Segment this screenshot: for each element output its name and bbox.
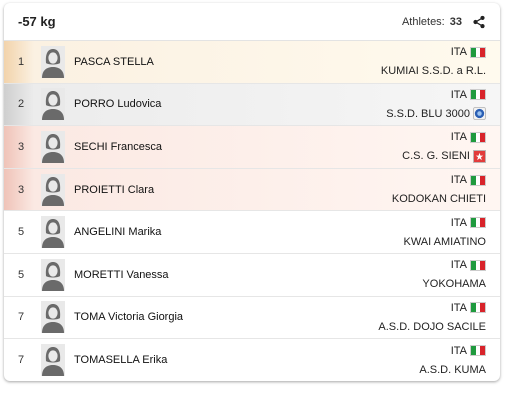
athlete-club: C.S. G. SIENI [402, 148, 486, 164]
athlete-avatar-icon [41, 45, 65, 78]
athlete-row[interactable]: 5 MORETTI Vanessa ITA YOKOHAMA [4, 254, 500, 297]
athletes-list: 1 PASCA STELLA ITA KUMIAI S.S.D. a R.L. … [4, 41, 500, 381]
athlete-avatar-icon [41, 344, 65, 377]
athlete-row[interactable]: 3 SECHI Francesca ITA C.S. G. SIENI [4, 126, 500, 169]
athlete-nation: ITA [451, 343, 486, 359]
athlete-nation: ITA [451, 87, 486, 103]
club-logo-red-icon [473, 149, 486, 163]
athlete-rank: 3 [17, 183, 25, 196]
athlete-club: A.S.D. KUMA [419, 362, 486, 378]
club-name: S.S.D. BLU 3000 [386, 107, 470, 120]
athlete-rank: 1 [17, 55, 25, 68]
athlete-name[interactable]: PORRO Ludovica [74, 98, 162, 111]
athlete-avatar-icon [41, 301, 65, 334]
athlete-club: KODOKAN CHIETI [392, 191, 486, 207]
athlete-affiliation: ITA A.S.D. KUMA [419, 339, 486, 381]
athlete-club: YOKOHAMA [422, 276, 486, 292]
results-card: -57 kg Athletes: 33 1 PASCA STELLA ITA [4, 3, 500, 381]
athlete-name[interactable]: PASCA STELLA [74, 55, 154, 68]
athlete-row[interactable]: 7 TOMA Victoria Giorgia ITA A.S.D. DOJO … [4, 297, 500, 340]
athlete-avatar-icon [41, 88, 65, 121]
share-icon[interactable] [472, 15, 486, 29]
athlete-nation: ITA [451, 172, 486, 188]
athlete-affiliation: ITA KWAI AMIATINO [403, 211, 486, 253]
italy-flag-icon [470, 174, 486, 186]
athlete-club: KWAI AMIATINO [403, 234, 486, 250]
nation-code: ITA [450, 301, 467, 314]
club-name: C.S. G. SIENI [402, 150, 470, 163]
italy-flag-icon [470, 259, 486, 271]
italy-flag-icon [470, 46, 486, 58]
athlete-name[interactable]: MORETTI Vanessa [74, 268, 169, 281]
athletes-label: Athletes: [401, 15, 445, 28]
nation-code: ITA [450, 131, 467, 144]
athlete-affiliation: ITA KODOKAN CHIETI [392, 169, 486, 211]
club-name: YOKOHAMA [422, 278, 486, 291]
athlete-name[interactable]: ANGELINI Marika [74, 226, 162, 239]
italy-flag-icon [470, 302, 486, 314]
athlete-rank: 7 [17, 311, 25, 324]
athlete-affiliation: ITA KUMIAI S.S.D. a R.L. [381, 41, 486, 83]
italy-flag-icon [470, 89, 486, 101]
athlete-affiliation: ITA YOKOHAMA [422, 254, 486, 296]
athlete-affiliation: ITA C.S. G. SIENI [402, 126, 486, 168]
athlete-affiliation: ITA S.S.D. BLU 3000 [386, 84, 486, 126]
athlete-row[interactable]: 3 PROIETTI Clara ITA KODOKAN CHIETI [4, 168, 500, 212]
athlete-rank: 2 [17, 98, 25, 111]
athlete-row[interactable]: 1 PASCA STELLA ITA KUMIAI S.S.D. a R.L. [4, 41, 500, 84]
athlete-nation: ITA [451, 257, 486, 273]
athlete-rank: 5 [17, 268, 25, 281]
athlete-row[interactable]: 2 PORRO Ludovica ITA S.S.D. BLU 3000 [4, 83, 500, 127]
club-name: KUMIAI S.S.D. a R.L. [380, 65, 486, 78]
athlete-row[interactable]: 7 TOMASELLA Erika ITA A.S.D. KUMA [4, 339, 500, 381]
club-name: A.S.D. KUMA [419, 363, 486, 376]
athlete-name[interactable]: TOMASELLA Erika [74, 354, 168, 367]
athlete-name[interactable]: TOMA Victoria Giorgia [74, 311, 184, 324]
italy-flag-icon [470, 345, 486, 357]
weight-category: -57 kg [18, 14, 56, 29]
athlete-nation: ITA [451, 44, 486, 60]
results-header: -57 kg Athletes: 33 [4, 3, 500, 41]
athlete-nation: ITA [451, 300, 486, 316]
club-name: KWAI AMIATINO [403, 235, 486, 248]
nation-code: ITA [450, 344, 467, 357]
athlete-club: A.S.D. DOJO SACILE [378, 319, 486, 335]
athlete-avatar-icon [41, 130, 65, 163]
athlete-affiliation: ITA A.S.D. DOJO SACILE [378, 297, 486, 339]
club-logo-blue-icon [473, 107, 486, 121]
nation-code: ITA [450, 174, 467, 187]
athlete-avatar-icon [41, 173, 65, 206]
athletes-count: 33 [449, 15, 462, 28]
athlete-rank: 3 [17, 140, 25, 153]
nation-code: ITA [450, 46, 467, 59]
nation-code: ITA [450, 259, 467, 272]
club-name: A.S.D. DOJO SACILE [378, 320, 486, 333]
athlete-name[interactable]: PROIETTI Clara [74, 183, 155, 196]
nation-code: ITA [450, 88, 467, 101]
athlete-nation: ITA [451, 129, 486, 145]
athlete-club: S.S.D. BLU 3000 [386, 106, 486, 122]
athlete-name[interactable]: SECHI Francesca [74, 140, 163, 153]
athlete-club: KUMIAI S.S.D. a R.L. [381, 63, 486, 79]
italy-flag-icon [470, 217, 486, 229]
athlete-avatar-icon [41, 258, 65, 291]
athlete-avatar-icon [41, 216, 65, 249]
italy-flag-icon [470, 131, 486, 143]
nation-code: ITA [450, 216, 467, 229]
athlete-rank: 5 [17, 226, 25, 239]
athlete-rank: 7 [17, 354, 25, 367]
athlete-row[interactable]: 5 ANGELINI Marika ITA KWAI AMIATINO [4, 211, 500, 254]
club-name: KODOKAN CHIETI [391, 193, 486, 206]
athletes-summary: Athletes: 33 [402, 15, 486, 29]
athlete-nation: ITA [451, 215, 486, 231]
